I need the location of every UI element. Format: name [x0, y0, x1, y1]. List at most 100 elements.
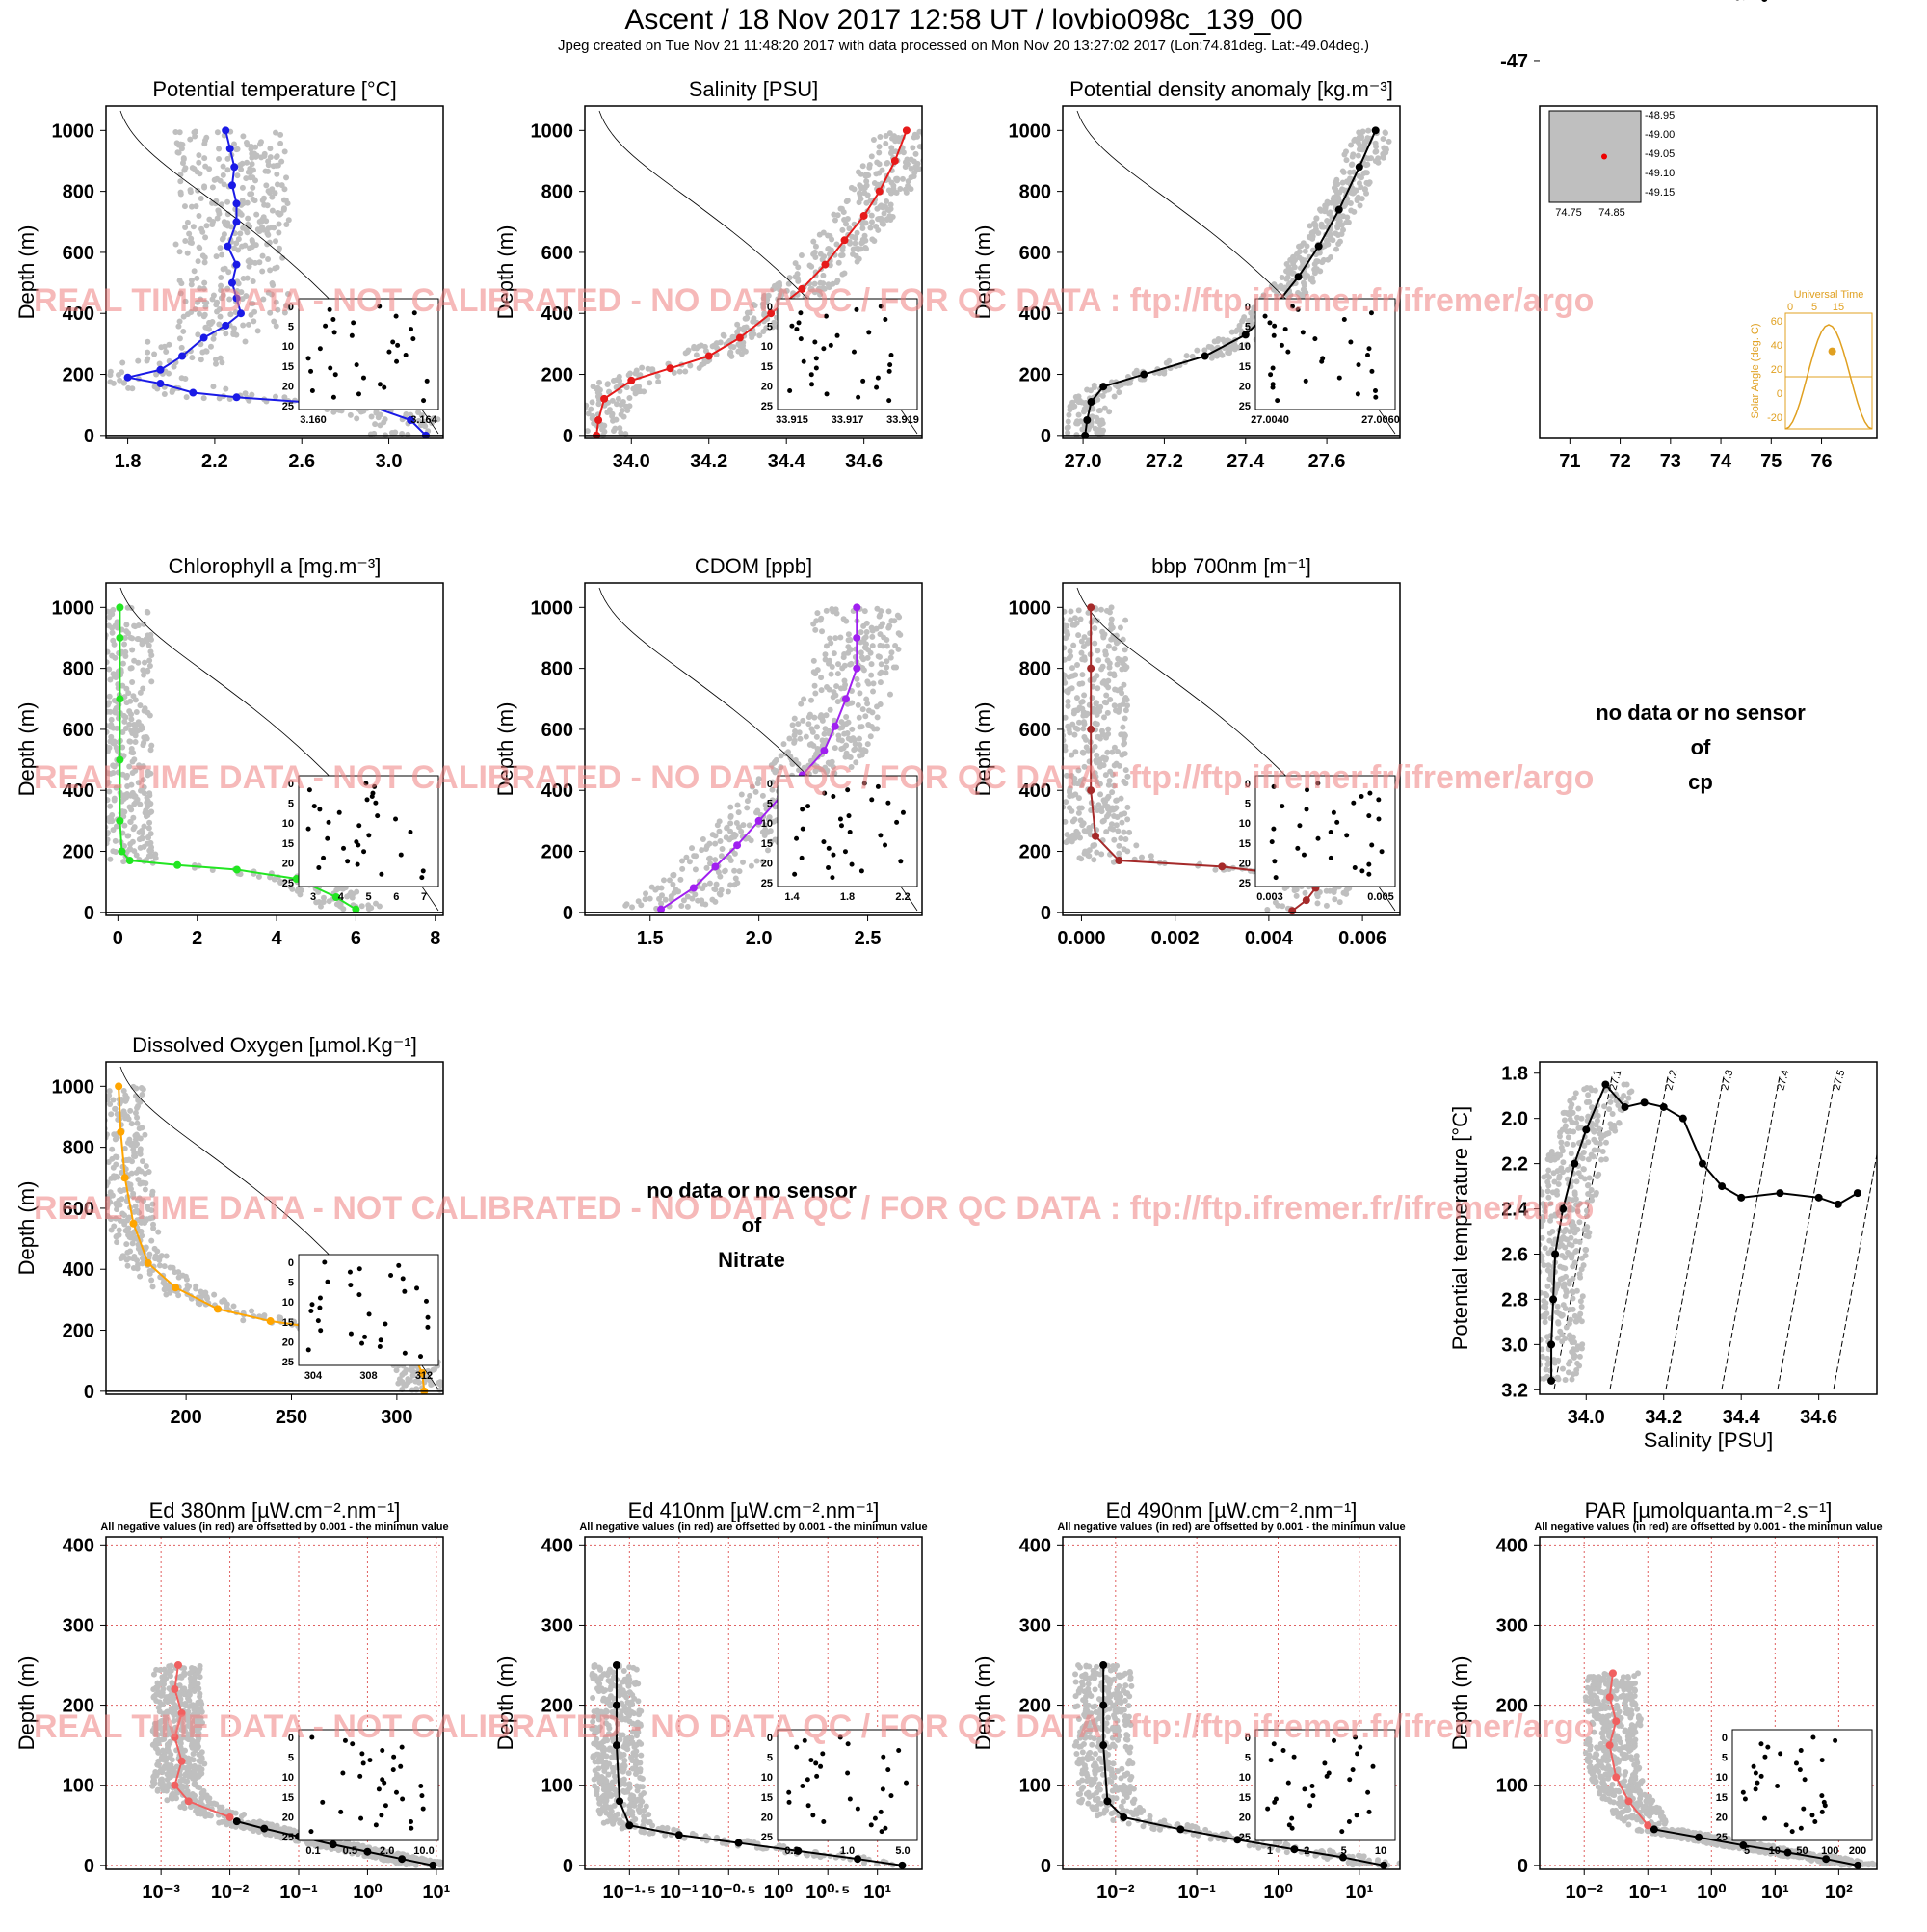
history-point [179, 345, 185, 351]
history-point [106, 667, 112, 673]
history-point [706, 841, 712, 847]
history-point [124, 1227, 130, 1232]
history-point [176, 143, 182, 148]
history-point [237, 230, 243, 236]
history-point [1579, 1341, 1585, 1347]
history-point [1310, 233, 1316, 239]
history-point [1082, 657, 1088, 663]
history-point [897, 186, 903, 192]
history-point [1586, 1233, 1592, 1239]
history-point [89, 684, 94, 690]
inset-point [378, 1344, 383, 1349]
history-point [1562, 1336, 1568, 1341]
inset-point [382, 385, 386, 390]
history-point [1332, 199, 1337, 205]
y-tick-label: 800 [541, 659, 573, 680]
history-point [814, 734, 820, 740]
inset-point [831, 853, 835, 858]
history-point [1528, 1256, 1534, 1261]
profile-point [1582, 1125, 1590, 1133]
history-point [1059, 657, 1065, 663]
history-point [1527, 1273, 1533, 1279]
history-point [140, 1158, 145, 1164]
history-point [1110, 807, 1116, 813]
x-tick-label: 34.2 [690, 451, 727, 472]
history-point [265, 202, 271, 208]
history-point [147, 663, 153, 669]
profile-point [876, 188, 884, 196]
history-point [148, 652, 154, 658]
history-point [1098, 806, 1104, 811]
history-point [568, 410, 573, 415]
history-point [240, 1317, 246, 1323]
history-point [216, 146, 222, 151]
history-point [121, 1088, 127, 1094]
x-tick-label: 300 [381, 1407, 412, 1428]
inset-point [321, 856, 326, 860]
inset-point [1357, 362, 1361, 367]
inset-point [1380, 849, 1385, 854]
inset-point [838, 817, 843, 822]
history-point [860, 163, 866, 169]
history-point [714, 882, 720, 887]
history-point [808, 741, 814, 747]
inset-x-tick-label: 3.164 [410, 414, 437, 426]
profile-point [224, 243, 231, 251]
inset-point [379, 872, 383, 877]
history-point [146, 657, 152, 663]
history-point [760, 830, 766, 835]
history-point [242, 338, 248, 344]
history-point [862, 713, 868, 719]
history-point [92, 818, 97, 824]
inset-point [341, 846, 346, 851]
history-point [1560, 1276, 1566, 1282]
inset-point [1365, 353, 1370, 357]
history-point [590, 399, 595, 405]
inset-point [326, 1280, 330, 1284]
history-point [128, 807, 134, 812]
inset-y-tick-label: 5 [288, 322, 294, 333]
history-point [1119, 796, 1124, 802]
profile-point [121, 1174, 129, 1181]
x-tick-label: 0.004 [1245, 928, 1294, 949]
inset-point [306, 827, 311, 832]
profile-point [1356, 163, 1363, 171]
profile-point [860, 212, 868, 220]
history-point [1527, 1310, 1533, 1316]
history-point [820, 273, 826, 278]
inset-point [1267, 320, 1272, 325]
history-point [144, 813, 149, 819]
history-point [1552, 1361, 1558, 1366]
history-point [126, 1156, 132, 1162]
history-point [244, 160, 250, 166]
history-point [1116, 389, 1122, 395]
history-point [148, 743, 154, 749]
history-point [108, 1111, 114, 1117]
history-point [863, 634, 869, 640]
history-point [134, 1141, 140, 1147]
inset-y-tick-label: 20 [282, 381, 294, 392]
history-point [373, 901, 379, 907]
history-point [86, 624, 92, 630]
history-point [834, 611, 840, 617]
history-point [267, 267, 273, 273]
inset-point [426, 1315, 431, 1320]
history-point [811, 715, 817, 721]
history-point [1076, 806, 1082, 811]
history-point [856, 702, 861, 708]
history-point [139, 1229, 145, 1234]
history-point [871, 680, 877, 686]
inset-x-tick-label: 5 [365, 891, 371, 903]
history-point [827, 233, 832, 239]
profile-point [1854, 1189, 1861, 1197]
inset-point [801, 827, 805, 832]
history-point [403, 411, 409, 417]
plot-area: 27.127.227.327.427.527.627.7 [1518, 1069, 1927, 1389]
history-point [858, 724, 863, 729]
history-point [1071, 732, 1077, 738]
history-point [247, 191, 252, 197]
y-tick-label: 600 [63, 243, 94, 264]
inset-point [323, 324, 328, 329]
history-point [254, 153, 260, 159]
history-point [754, 808, 760, 814]
